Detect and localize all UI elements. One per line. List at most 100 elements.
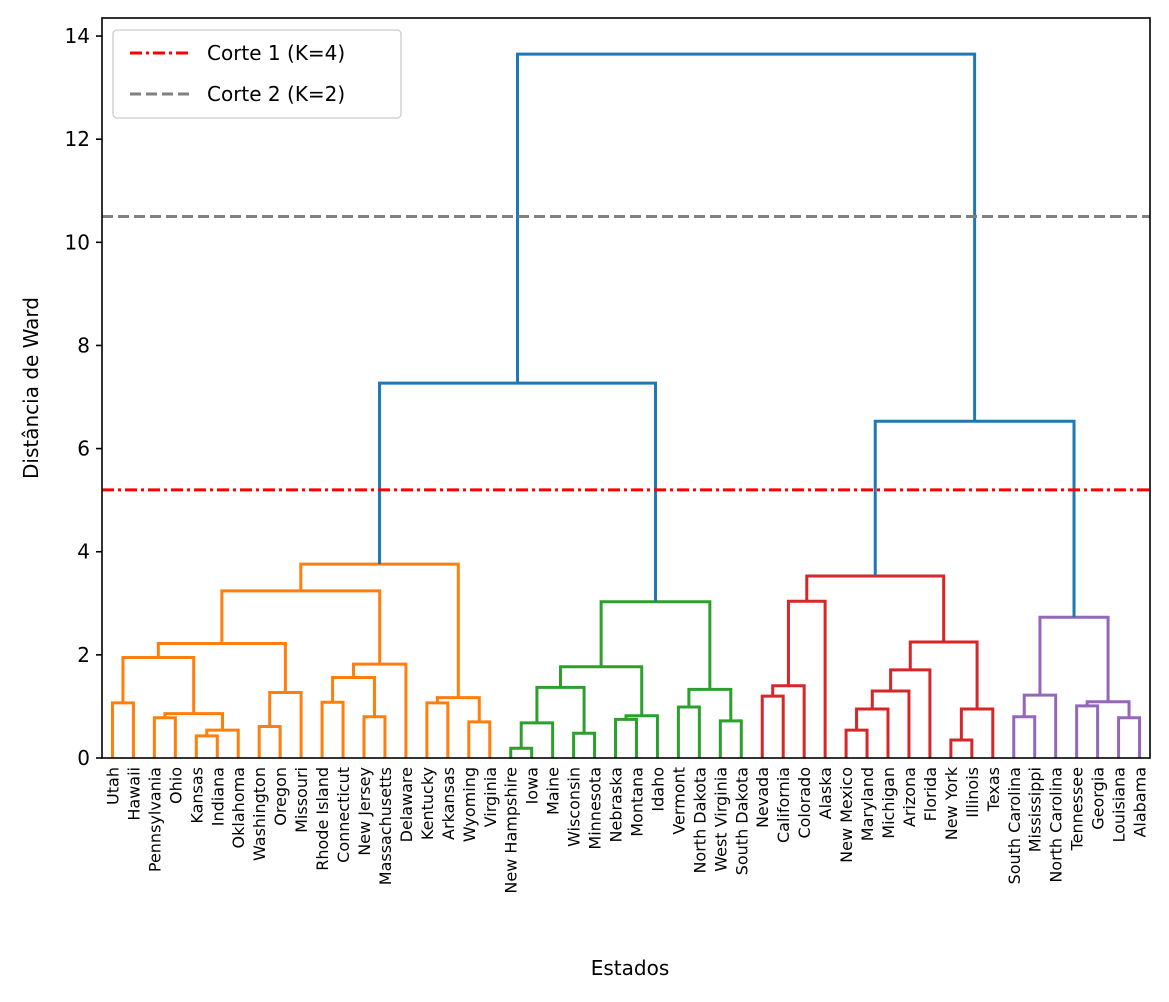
y-tick-label: 2 <box>77 643 90 667</box>
leaf-label: Idaho <box>648 767 667 812</box>
dendrogram-link-32 <box>786 599 827 758</box>
leaf-label: Oregon <box>271 767 290 826</box>
leaf-label: Mississippi <box>1026 767 1045 852</box>
dendrogram-link-22 <box>614 717 638 758</box>
leaf-label: South Dakota <box>732 767 751 875</box>
leaf-label: Connecticut <box>334 767 353 863</box>
dendrogram-link-24 <box>559 665 644 716</box>
dendrogram-link-33 <box>844 728 869 758</box>
leaf-label: Delaware <box>397 767 416 842</box>
dendrogram-link-5 <box>121 655 196 714</box>
dendrogram-link-10 <box>362 715 387 758</box>
leaf-label: Massachusetts <box>376 767 395 885</box>
leaf-label: Nevada <box>753 767 772 828</box>
dendrogram-link-2 <box>194 734 219 758</box>
dendrogram-link-18 <box>509 746 534 758</box>
y-tick-label: 4 <box>77 540 90 564</box>
plot-frame <box>101 17 1151 759</box>
cut-lines <box>102 215 1150 492</box>
y-tick-label: 14 <box>65 24 90 48</box>
leaf-label: California <box>774 767 793 843</box>
leaf-label: Minnesota <box>586 767 605 850</box>
y-tick-label: 8 <box>77 333 90 357</box>
leaf-label: Texas <box>984 767 1003 812</box>
leaf-label: Vermont <box>669 767 688 835</box>
legend-label-corte-1: Corte 1 (K=4) <box>207 41 345 65</box>
dendrogram-link-4 <box>163 712 225 731</box>
dendrogram-link-36 <box>889 668 932 758</box>
y-tick-label: 0 <box>77 746 90 770</box>
leaf-label: Indiana <box>208 767 227 826</box>
dendrogram-link-39 <box>908 640 979 710</box>
leaf-label: Illinois <box>963 767 982 818</box>
dendrogram-link-27 <box>687 687 733 721</box>
dendrogram-link-29 <box>378 381 657 602</box>
leaf-label: New Hampshire <box>502 767 521 894</box>
leaf-label: Oklahoma <box>229 767 248 848</box>
x-axis-leaf-labels: Utah Hawaii Pennsylvania Ohio Kansas Indiana O… <box>103 766 1149 893</box>
dendrogram-link-21 <box>535 685 586 734</box>
leaf-label: Pennsylvania <box>145 767 164 872</box>
leaf-label: Alabama <box>1131 767 1150 838</box>
y-tick-label: 10 <box>65 230 90 254</box>
leaf-label: New York <box>942 766 961 840</box>
dendrogram-link-40 <box>805 574 946 642</box>
dendrogram-link-37 <box>949 738 974 758</box>
leaf-label: Kentucky <box>418 767 437 840</box>
dendrogram-link-34 <box>855 707 890 758</box>
leaf-label: Missouri <box>292 767 311 833</box>
dendrogram-link-11 <box>331 676 376 717</box>
leaf-label: West Virginia <box>711 767 730 872</box>
dendrogram-link-0 <box>110 701 135 758</box>
leaf-label: South Carolina <box>1005 767 1024 884</box>
leaf-label: Florida <box>921 767 940 821</box>
dendrogram-link-15 <box>467 720 492 758</box>
dendrogram-link-43 <box>1075 704 1100 758</box>
leaf-label: Tennessee <box>1068 767 1087 851</box>
leaf-label: Colorado <box>795 767 814 839</box>
leaf-label: Arizona <box>900 767 919 827</box>
leaf-label: Maryland <box>858 767 877 841</box>
leaf-label: New Jersey <box>355 767 374 856</box>
leaf-label: Rhode Island <box>313 767 332 871</box>
dendrogram-link-17 <box>299 562 460 698</box>
dendrogram-link-16 <box>435 696 481 722</box>
leaf-label: Hawaii <box>124 767 143 821</box>
dendrogram-link-44 <box>1117 716 1142 758</box>
dendrogram-link-13 <box>220 589 382 665</box>
leaf-label: Wyoming <box>460 767 479 842</box>
leaf-label: Ohio <box>166 767 185 804</box>
leaf-label: North Dakota <box>690 767 709 874</box>
leaf-label: New Mexico <box>837 767 856 863</box>
x-axis-label: Estados <box>591 956 670 980</box>
dendrogram-link-46 <box>1038 615 1110 702</box>
leaf-label: Louisiana <box>1110 767 1129 843</box>
dendrogram-link-14 <box>425 701 450 758</box>
dendrogram-link-7 <box>268 691 303 758</box>
leaf-label: Alaska <box>816 767 835 819</box>
dendrogram-link-23 <box>624 714 659 758</box>
dendrogram-link-28 <box>599 600 712 690</box>
dendrogram-link-20 <box>572 731 597 758</box>
leaf-label: Michigan <box>879 767 898 839</box>
dendrogram-link-42 <box>1022 693 1058 758</box>
dendrogram-link-47 <box>873 419 1076 618</box>
leaf-label: Washington <box>250 767 269 861</box>
dendrogram-link-41 <box>1012 715 1037 758</box>
dendrogram-link-19 <box>519 721 555 758</box>
dendrogram-link-35 <box>870 689 911 758</box>
dendrogram-link-30 <box>760 694 785 758</box>
dendrogram-link-8 <box>156 642 287 693</box>
leaf-label: Kansas <box>187 767 206 824</box>
dendrogram-link-26 <box>718 719 743 758</box>
dendrogram-link-1 <box>152 716 177 758</box>
leaf-label: Arkansas <box>439 767 458 840</box>
leaf-label: Virginia <box>481 767 500 827</box>
dendrogram-link-25 <box>676 705 701 758</box>
leaf-label: Montana <box>627 767 646 837</box>
leaf-label: Georgia <box>1089 767 1108 830</box>
leaf-label: Nebraska <box>607 767 626 842</box>
y-tick-label: 12 <box>65 127 90 151</box>
leaf-label: Maine <box>544 767 563 815</box>
